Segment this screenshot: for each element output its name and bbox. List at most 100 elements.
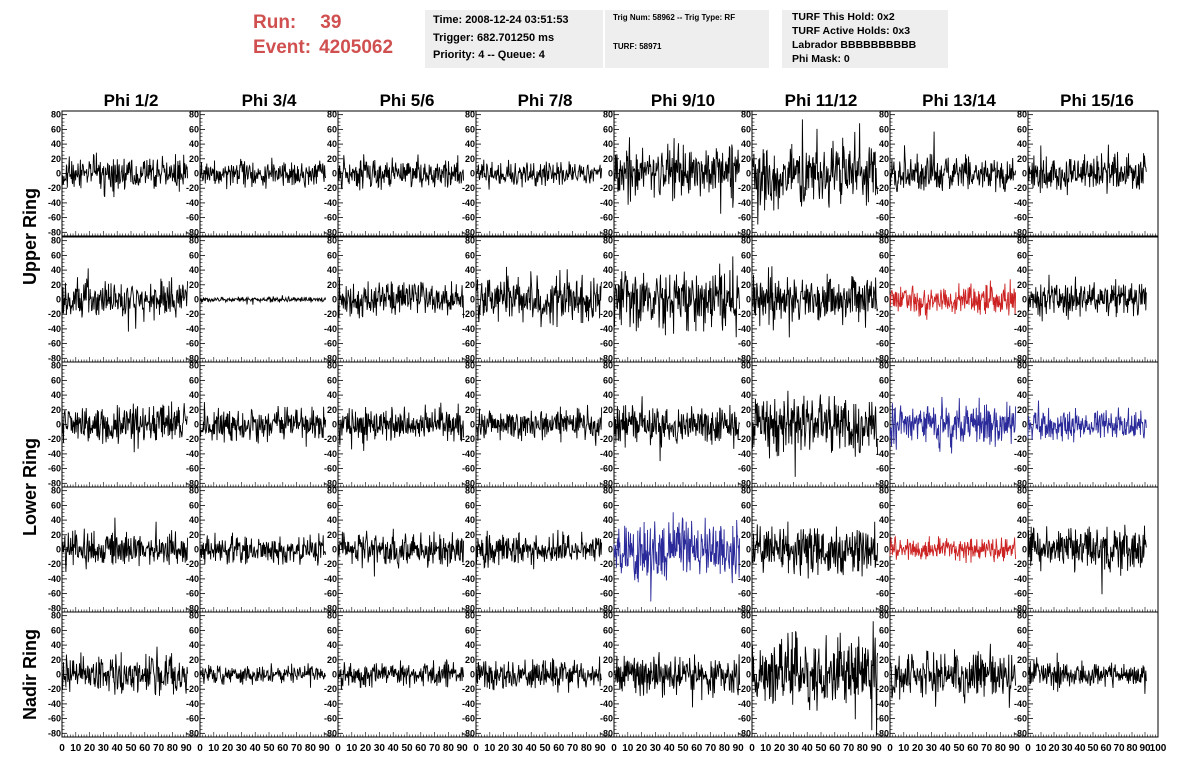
- x-tick-label: 0: [1025, 743, 1031, 754]
- x-tick-label: 40: [940, 743, 952, 754]
- x-tick-label: 50: [125, 743, 137, 754]
- y-tick-label: 0: [470, 670, 475, 680]
- y-tick-label: 0: [332, 295, 337, 305]
- run-label: Run:: [253, 12, 297, 33]
- y-tick-label: 80: [879, 236, 889, 246]
- y-tick-label: -40: [1014, 574, 1027, 584]
- x-tick-label: 50: [539, 743, 551, 754]
- y-tick-label: 80: [603, 361, 613, 371]
- y-tick-label: -60: [876, 339, 889, 349]
- y-tick-label: 60: [189, 250, 199, 260]
- y-tick-label: 40: [189, 139, 199, 149]
- y-tick-label: 80: [51, 236, 61, 246]
- y-tick-label: 0: [884, 169, 889, 179]
- y-tick-label: 40: [189, 640, 199, 650]
- y-tick-label: -20: [876, 309, 889, 319]
- y-tick-label: 20: [603, 530, 613, 540]
- y-tick-label: -80: [462, 603, 475, 613]
- x-tick-label: 10: [346, 743, 358, 754]
- y-tick-label: -80: [600, 353, 613, 363]
- y-tick-label: -80: [48, 353, 61, 363]
- y-tick-label: 40: [51, 640, 61, 650]
- y-tick-label: 40: [327, 390, 337, 400]
- y-tick-label: -20: [324, 183, 337, 193]
- y-tick-label: 60: [1017, 124, 1027, 134]
- y-tick-label: 80: [327, 236, 337, 246]
- y-tick-label: -60: [186, 714, 199, 724]
- y-tick-label: 20: [327, 405, 337, 415]
- y-tick-label: 20: [465, 280, 475, 290]
- y-tick-label: 80: [327, 611, 337, 621]
- y-tick-label: -20: [600, 434, 613, 444]
- y-tick-label: -80: [186, 603, 199, 613]
- waveform-trace: [61, 401, 188, 453]
- y-tick-label: -80: [186, 728, 199, 738]
- y-tick-label: 40: [465, 265, 475, 275]
- y-tick-label: 80: [603, 236, 613, 246]
- x-tick-label: 20: [912, 743, 924, 754]
- column-title: Phi 9/10: [651, 91, 715, 110]
- y-tick-label: -60: [462, 589, 475, 599]
- y-tick-label: -60: [738, 464, 751, 474]
- x-tick-label: 20: [498, 743, 510, 754]
- x-tick-label: 50: [815, 743, 827, 754]
- x-tick-label: 90: [319, 743, 331, 754]
- waveform-trace: [751, 266, 879, 338]
- y-tick-label: 40: [603, 515, 613, 525]
- y-tick-label: 20: [189, 530, 199, 540]
- y-tick-label: -80: [738, 227, 751, 237]
- y-tick-label: -80: [48, 603, 61, 613]
- x-tick-label: 20: [84, 743, 96, 754]
- waveform-trace: [1027, 652, 1147, 694]
- waveform-trace: [751, 390, 879, 477]
- waveform-trace: [1027, 274, 1147, 322]
- y-tick-label: -40: [738, 699, 751, 709]
- y-tick-label: -80: [186, 478, 199, 488]
- y-tick-label: -40: [1014, 198, 1027, 208]
- y-tick-label: 80: [327, 361, 337, 371]
- y-tick-label: -40: [324, 574, 337, 584]
- y-tick-label: 0: [746, 545, 751, 555]
- y-tick-label: -40: [1014, 324, 1027, 334]
- y-tick-label: -80: [324, 728, 337, 738]
- y-tick-label: 0: [608, 670, 613, 680]
- y-tick-label: 80: [741, 486, 751, 496]
- y-tick-label: 20: [741, 280, 751, 290]
- y-tick-label: 0: [1022, 295, 1027, 305]
- y-tick-label: -20: [876, 434, 889, 444]
- y-tick-label: 0: [884, 670, 889, 680]
- y-tick-label: -60: [186, 339, 199, 349]
- y-tick-label: 20: [465, 655, 475, 665]
- x-tick-label: 70: [153, 743, 165, 754]
- waveform-trace: [475, 404, 603, 446]
- y-tick-label: -20: [462, 684, 475, 694]
- y-tick-label: 0: [332, 545, 337, 555]
- x-tick-label: 50: [401, 743, 413, 754]
- y-tick-label: -20: [738, 434, 751, 444]
- waveform-trace: [1027, 524, 1147, 595]
- y-tick-label: -60: [876, 464, 889, 474]
- turf-line: TURF: 58971: [613, 42, 662, 51]
- y-tick-label: 0: [56, 670, 61, 680]
- y-tick-label: 80: [189, 236, 199, 246]
- y-tick-label: 40: [741, 139, 751, 149]
- y-tick-label: 40: [1017, 265, 1027, 275]
- y-tick-label: -40: [48, 449, 61, 459]
- y-tick-label: -40: [186, 574, 199, 584]
- y-tick-label: -20: [48, 309, 61, 319]
- y-tick-label: 40: [1017, 390, 1027, 400]
- y-tick-label: -60: [876, 589, 889, 599]
- y-tick-label: -80: [186, 227, 199, 237]
- x-tick-label: 60: [829, 743, 841, 754]
- waveform-trace: [61, 646, 189, 696]
- y-tick-label: 0: [56, 545, 61, 555]
- y-tick-label: -20: [1014, 183, 1027, 193]
- x-tick-label: 0: [335, 743, 341, 754]
- column-title: Phi 15/16: [1060, 91, 1134, 110]
- x-tick-label: 60: [1100, 743, 1112, 754]
- y-tick-label: 60: [51, 250, 61, 260]
- y-tick-label: 60: [189, 124, 199, 134]
- y-tick-label: -60: [48, 339, 61, 349]
- y-tick-label: 60: [189, 500, 199, 510]
- x-tick-label: 90: [871, 743, 883, 754]
